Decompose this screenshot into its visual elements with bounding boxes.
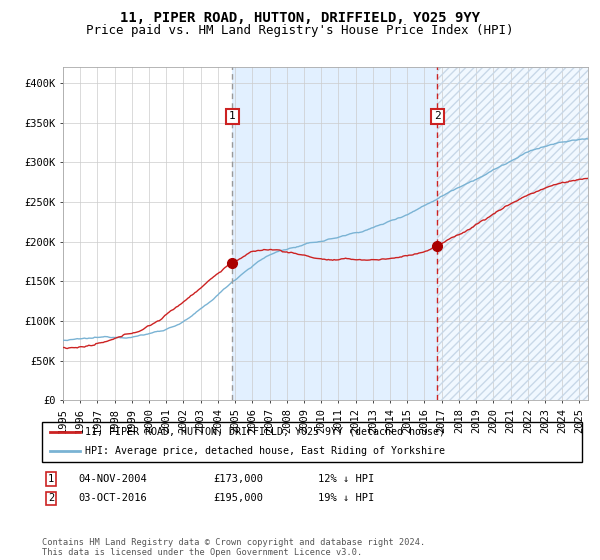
- Text: 2: 2: [48, 493, 54, 503]
- Text: Price paid vs. HM Land Registry's House Price Index (HPI): Price paid vs. HM Land Registry's House …: [86, 24, 514, 37]
- Text: 1: 1: [229, 111, 236, 122]
- Text: 12% ↓ HPI: 12% ↓ HPI: [318, 474, 374, 484]
- Text: 03-OCT-2016: 03-OCT-2016: [78, 493, 147, 503]
- Text: 11, PIPER ROAD, HUTTON, DRIFFIELD, YO25 9YY: 11, PIPER ROAD, HUTTON, DRIFFIELD, YO25 …: [120, 11, 480, 25]
- Text: 19% ↓ HPI: 19% ↓ HPI: [318, 493, 374, 503]
- Text: 1: 1: [48, 474, 54, 484]
- Text: Contains HM Land Registry data © Crown copyright and database right 2024.
This d: Contains HM Land Registry data © Crown c…: [42, 538, 425, 557]
- Text: 04-NOV-2004: 04-NOV-2004: [78, 474, 147, 484]
- Bar: [437, 67, 588, 400]
- Bar: [232, 67, 437, 400]
- Text: HPI: Average price, detached house, East Riding of Yorkshire: HPI: Average price, detached house, East…: [85, 446, 445, 456]
- Bar: [437, 67, 588, 400]
- Text: £173,000: £173,000: [213, 474, 263, 484]
- Text: £195,000: £195,000: [213, 493, 263, 503]
- Text: 11, PIPER ROAD, HUTTON, DRIFFIELD, YO25 9YY (detached house): 11, PIPER ROAD, HUTTON, DRIFFIELD, YO25 …: [85, 427, 445, 437]
- Text: 2: 2: [434, 111, 441, 122]
